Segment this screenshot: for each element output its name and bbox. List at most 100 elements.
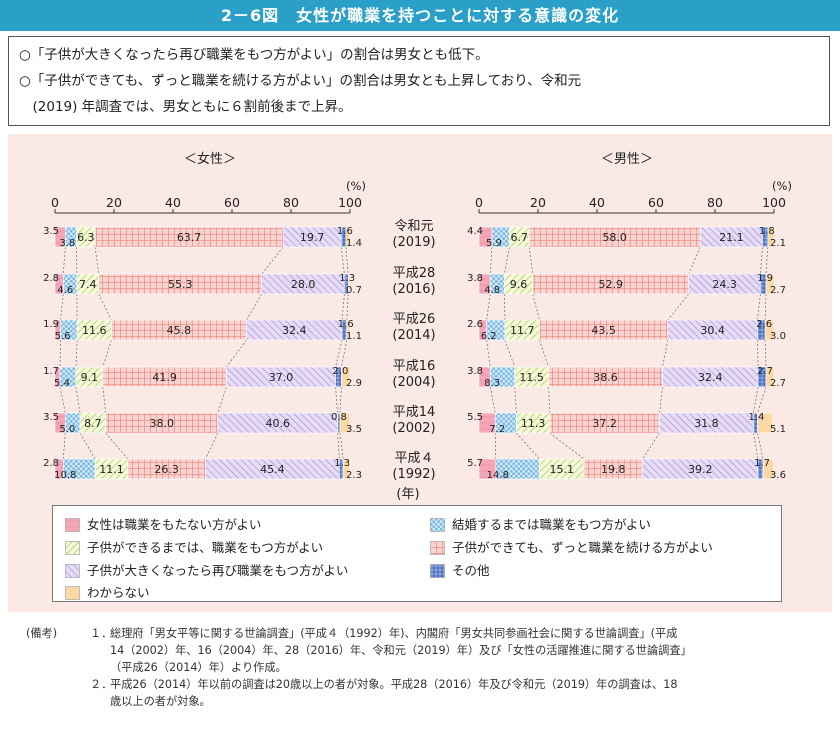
x-tick-label: 0 [475, 195, 483, 210]
connector-line [102, 339, 112, 368]
data-label: 37.2 [592, 417, 617, 430]
connector-line [339, 432, 344, 460]
year-label-era: 令和元 [394, 219, 433, 234]
connector-line [226, 339, 247, 368]
connector-line [75, 386, 81, 414]
connector-line [335, 386, 338, 414]
male-axis: 0 20 40 60 80 100 [475, 195, 786, 214]
bars [54, 226, 775, 480]
x-tick-label: 60 [648, 195, 664, 210]
bar-labels: 3.53.8 6.3 63.7 19.7 1.61.42.84.6 7.4 55.3 28.0… [43, 226, 786, 481]
legend-label: 女性は職業をもたない方がよい [87, 517, 262, 532]
data-label: 2.7 [770, 285, 786, 296]
data-label: 0.7 [346, 285, 362, 296]
bar-segment [342, 458, 351, 480]
x-tick-label: 60 [224, 195, 240, 210]
connector-line [532, 293, 540, 321]
bar-segment [347, 273, 351, 295]
legend-label: わからない [87, 585, 150, 600]
connector-line [642, 432, 660, 460]
x-tick-label: 100 [762, 195, 786, 210]
data-label: 2.8 [43, 273, 59, 284]
female-axis: 0 20 40 60 80 100 [51, 195, 362, 214]
note-line: (備考) １． 総理府「男女平等に関する世論調査」(平成４（1992）年)、内閣府「… [26, 625, 826, 642]
connector-line [504, 339, 516, 368]
data-label: 4.8 [484, 285, 500, 296]
data-label: 10.8 [54, 470, 76, 481]
data-label: 1.1 [346, 331, 362, 342]
legend-label: 子供ができても、ずっと職業を続ける方がよい [452, 540, 713, 555]
connector-line [335, 339, 343, 368]
data-label: 8.7 [84, 417, 102, 430]
legend-label: その他 [452, 563, 490, 578]
data-label: 5.7 [467, 458, 483, 469]
data-label: 28.0 [291, 278, 316, 291]
bar-segment [757, 412, 773, 434]
connector-line [59, 339, 61, 368]
data-label: 15.1 [549, 463, 574, 476]
legend-swatch [65, 564, 80, 578]
note-line: 歳以上の者が対象。 [26, 693, 826, 710]
legend-swatch [65, 518, 80, 532]
x-tick-label: 80 [283, 195, 299, 210]
data-label: 21.1 [719, 231, 744, 244]
data-label: 2.6 [756, 319, 772, 330]
connector-line [345, 246, 349, 275]
data-label: 11.6 [82, 324, 107, 337]
data-label: 5.4 [54, 378, 70, 389]
legend-label: 結婚するまでは職業をもつ方がよい [452, 517, 651, 532]
data-label: 5.1 [770, 424, 786, 435]
data-label: 1.7 [754, 458, 770, 469]
notes: (備考) １． 総理府「男女平等に関する世論調査」(平成４（1992）年)、内閣府「… [26, 625, 826, 710]
data-label: 4.6 [57, 285, 73, 296]
bar-segment [762, 458, 775, 480]
data-label: 2.7 [757, 366, 773, 377]
data-label: 2.3 [346, 470, 362, 481]
data-label: 8.3 [484, 378, 500, 389]
connector-line [516, 432, 540, 460]
legend-swatch [430, 541, 445, 555]
data-label: 0.8 [331, 412, 347, 423]
note-head: (備考) [26, 627, 58, 640]
bar-segment [767, 226, 775, 248]
data-label: 5.0 [59, 424, 75, 435]
data-label: 38.6 [593, 371, 618, 384]
data-label: 5.6 [55, 331, 71, 342]
connector-line [246, 293, 263, 321]
connector-line [79, 432, 96, 460]
connector-line [539, 339, 549, 368]
legend-swatch [430, 564, 445, 578]
year-label-era: 平成28 [393, 266, 436, 281]
data-label: 5.5 [467, 412, 483, 423]
data-label: 1.7 [43, 366, 59, 377]
data-label: 2.8 [43, 458, 59, 469]
note-line: （平成26（2014）年）より作成。 [26, 659, 826, 676]
year-label-era: 平成26 [393, 312, 436, 327]
connector-line [75, 339, 78, 368]
data-label: 39.2 [688, 463, 713, 476]
connector-line [659, 386, 663, 414]
note-text: 14（2002）年、16（2004）年、28（2016）年、令和元（2019）年… [110, 644, 692, 657]
connector-line [489, 246, 493, 275]
data-label: 14.8 [487, 470, 509, 481]
connector-line [662, 339, 669, 368]
data-label: 24.3 [712, 278, 737, 291]
data-label: 26.3 [154, 463, 179, 476]
connector-line [667, 293, 690, 321]
data-label: 55.3 [168, 278, 193, 291]
connector-line [489, 386, 496, 414]
connector-line [494, 432, 497, 460]
connector-line [764, 339, 767, 368]
x-tick-label: 20 [106, 195, 122, 210]
data-label: 37.0 [269, 371, 294, 384]
connector-line [528, 246, 534, 275]
connector-line [60, 293, 64, 321]
female-unit-label: (%) [346, 179, 366, 193]
bar-segment [339, 412, 351, 434]
connector-line [548, 386, 551, 414]
data-label: 2.1 [770, 238, 786, 249]
data-label: 40.6 [265, 417, 290, 430]
connector-line [765, 246, 769, 275]
summary-line: (2019) 年調査では、男女ともに６割前後まで上昇。 [19, 99, 352, 115]
bar-segment [765, 366, 775, 388]
